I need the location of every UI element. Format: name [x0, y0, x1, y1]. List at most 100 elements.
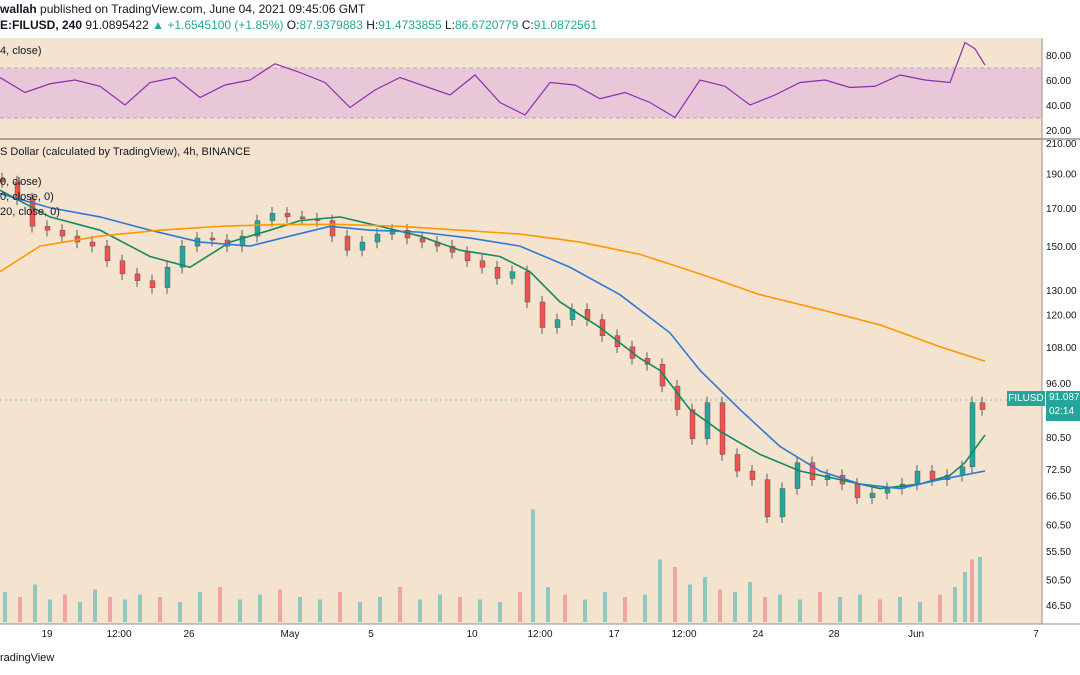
volume-bar — [546, 587, 550, 622]
time-tick-label: 12:00 — [527, 629, 552, 640]
rsi-tick-label: 80.00 — [1046, 51, 1071, 62]
open-value: 87.9379883 — [299, 18, 363, 32]
candle-body — [794, 462, 801, 489]
candle-body — [539, 301, 546, 328]
candle-body — [494, 267, 501, 279]
candle-body — [959, 466, 966, 476]
candle-body — [329, 220, 336, 237]
candle-body — [29, 198, 36, 227]
low-value: 86.6720779 — [454, 18, 519, 32]
volume-bar — [138, 594, 142, 622]
candle-body — [689, 409, 696, 439]
candle-body — [164, 267, 171, 288]
volume-bar — [458, 597, 462, 622]
volume-bar — [898, 597, 902, 622]
time-tick-label: 7 — [1033, 629, 1039, 640]
rsi-line — [0, 41, 986, 119]
rsi-legend[interactable]: 4, close) — [0, 45, 42, 57]
price-tick-label: 120.00 — [1046, 310, 1077, 321]
legend-ma-slow[interactable]: 20, close, 0) — [0, 206, 60, 218]
candle-body — [119, 260, 126, 275]
price-tick-label: 130.00 — [1046, 286, 1077, 297]
volume-bar — [418, 599, 422, 622]
author-name[interactable]: wallah — [0, 2, 37, 16]
volume-bar — [358, 602, 362, 622]
legend-ma-mid[interactable]: 0, close, 0) — [0, 191, 54, 203]
time-axis-background — [0, 624, 1080, 648]
candle-body — [374, 233, 381, 243]
candle-body — [969, 402, 976, 467]
volume-bar — [763, 597, 767, 622]
candle-body — [89, 241, 96, 247]
candle-body — [479, 260, 486, 268]
time-tick-label: 12:00 — [106, 629, 131, 640]
candle-body — [59, 229, 66, 237]
volume-bar — [93, 589, 97, 622]
candle-body — [464, 252, 471, 261]
price-tick-label: 190.00 — [1046, 170, 1077, 181]
rsi-band — [0, 68, 1042, 118]
price-tick-label: 80.50 — [1046, 433, 1071, 444]
published-text: published on TradingView.com, June 04, 2… — [40, 2, 366, 16]
last-price-badge: 91.087 02:14 — [1046, 391, 1080, 421]
candle-body — [659, 364, 666, 387]
rsi-tick-label: 40.00 — [1046, 101, 1071, 112]
volume-bar — [583, 599, 587, 622]
price-tick-label: 96.00 — [1046, 379, 1071, 390]
volume-bar — [33, 584, 37, 622]
price-tick-label: 55.50 — [1046, 547, 1071, 558]
volume-bar — [531, 509, 535, 622]
publish-line: wallah published on TradingView.com, Jun… — [0, 2, 365, 16]
volume-bar — [673, 567, 677, 622]
time-tick-label: May — [281, 629, 300, 640]
volume-bar — [218, 587, 222, 622]
volume-bar — [938, 594, 942, 622]
volume-bar — [318, 599, 322, 622]
volume-bar — [838, 597, 842, 622]
volume-bar — [3, 592, 7, 622]
candle-body — [719, 402, 726, 455]
volume-bar — [398, 587, 402, 622]
candle-body — [299, 216, 306, 219]
symbol-label[interactable]: E:FILUSD, 240 — [0, 18, 83, 32]
rsi-tick-label: 20.00 — [1046, 126, 1071, 137]
close-value: 91.0872561 — [533, 18, 598, 32]
close-label: C: — [521, 18, 534, 32]
candle-body — [359, 241, 366, 251]
ohlc-line: E:FILUSD, 240 91.0895422 ▲ +1.6545100 (+… — [0, 18, 597, 32]
volume-bar — [178, 602, 182, 622]
volume-bar — [108, 597, 112, 622]
volume-bar — [338, 592, 342, 622]
candle-body — [554, 319, 561, 328]
volume-bar — [238, 599, 242, 622]
candle-body — [284, 213, 291, 218]
volume-bar — [978, 557, 982, 622]
legend-ma-fast[interactable]: 0, close) — [0, 176, 42, 188]
price-tick-label: 60.50 — [1046, 520, 1071, 531]
time-tick-label: 28 — [828, 629, 840, 640]
price-panel-title: S Dollar (calculated by TradingView), 4h… — [0, 146, 251, 158]
price-tick-label: 72.50 — [1046, 465, 1071, 476]
time-tick-label: 24 — [752, 629, 764, 640]
candle-body — [929, 470, 936, 480]
volume-bar — [478, 599, 482, 622]
plot-background — [0, 38, 1042, 624]
time-tick-label: 12:00 — [671, 629, 696, 640]
price-tick-label: 210.00 — [1046, 139, 1077, 150]
volume-bar — [623, 597, 627, 622]
candle-body — [509, 271, 516, 279]
open-label: O: — [286, 18, 300, 32]
volume-bar — [378, 597, 382, 622]
price-tick-label: 66.50 — [1046, 491, 1071, 502]
price-tick-label: 46.50 — [1046, 601, 1071, 612]
time-tick-label: 5 — [368, 629, 374, 640]
time-tick-label: 19 — [41, 629, 53, 640]
candle-body — [884, 488, 891, 494]
volume-bar — [703, 577, 707, 622]
price-change: +1.6545100 (+1.85%) — [167, 18, 284, 32]
candle-body — [979, 402, 986, 410]
volume-bar — [818, 592, 822, 622]
volume-bar — [63, 594, 67, 622]
volume-bar — [123, 599, 127, 622]
